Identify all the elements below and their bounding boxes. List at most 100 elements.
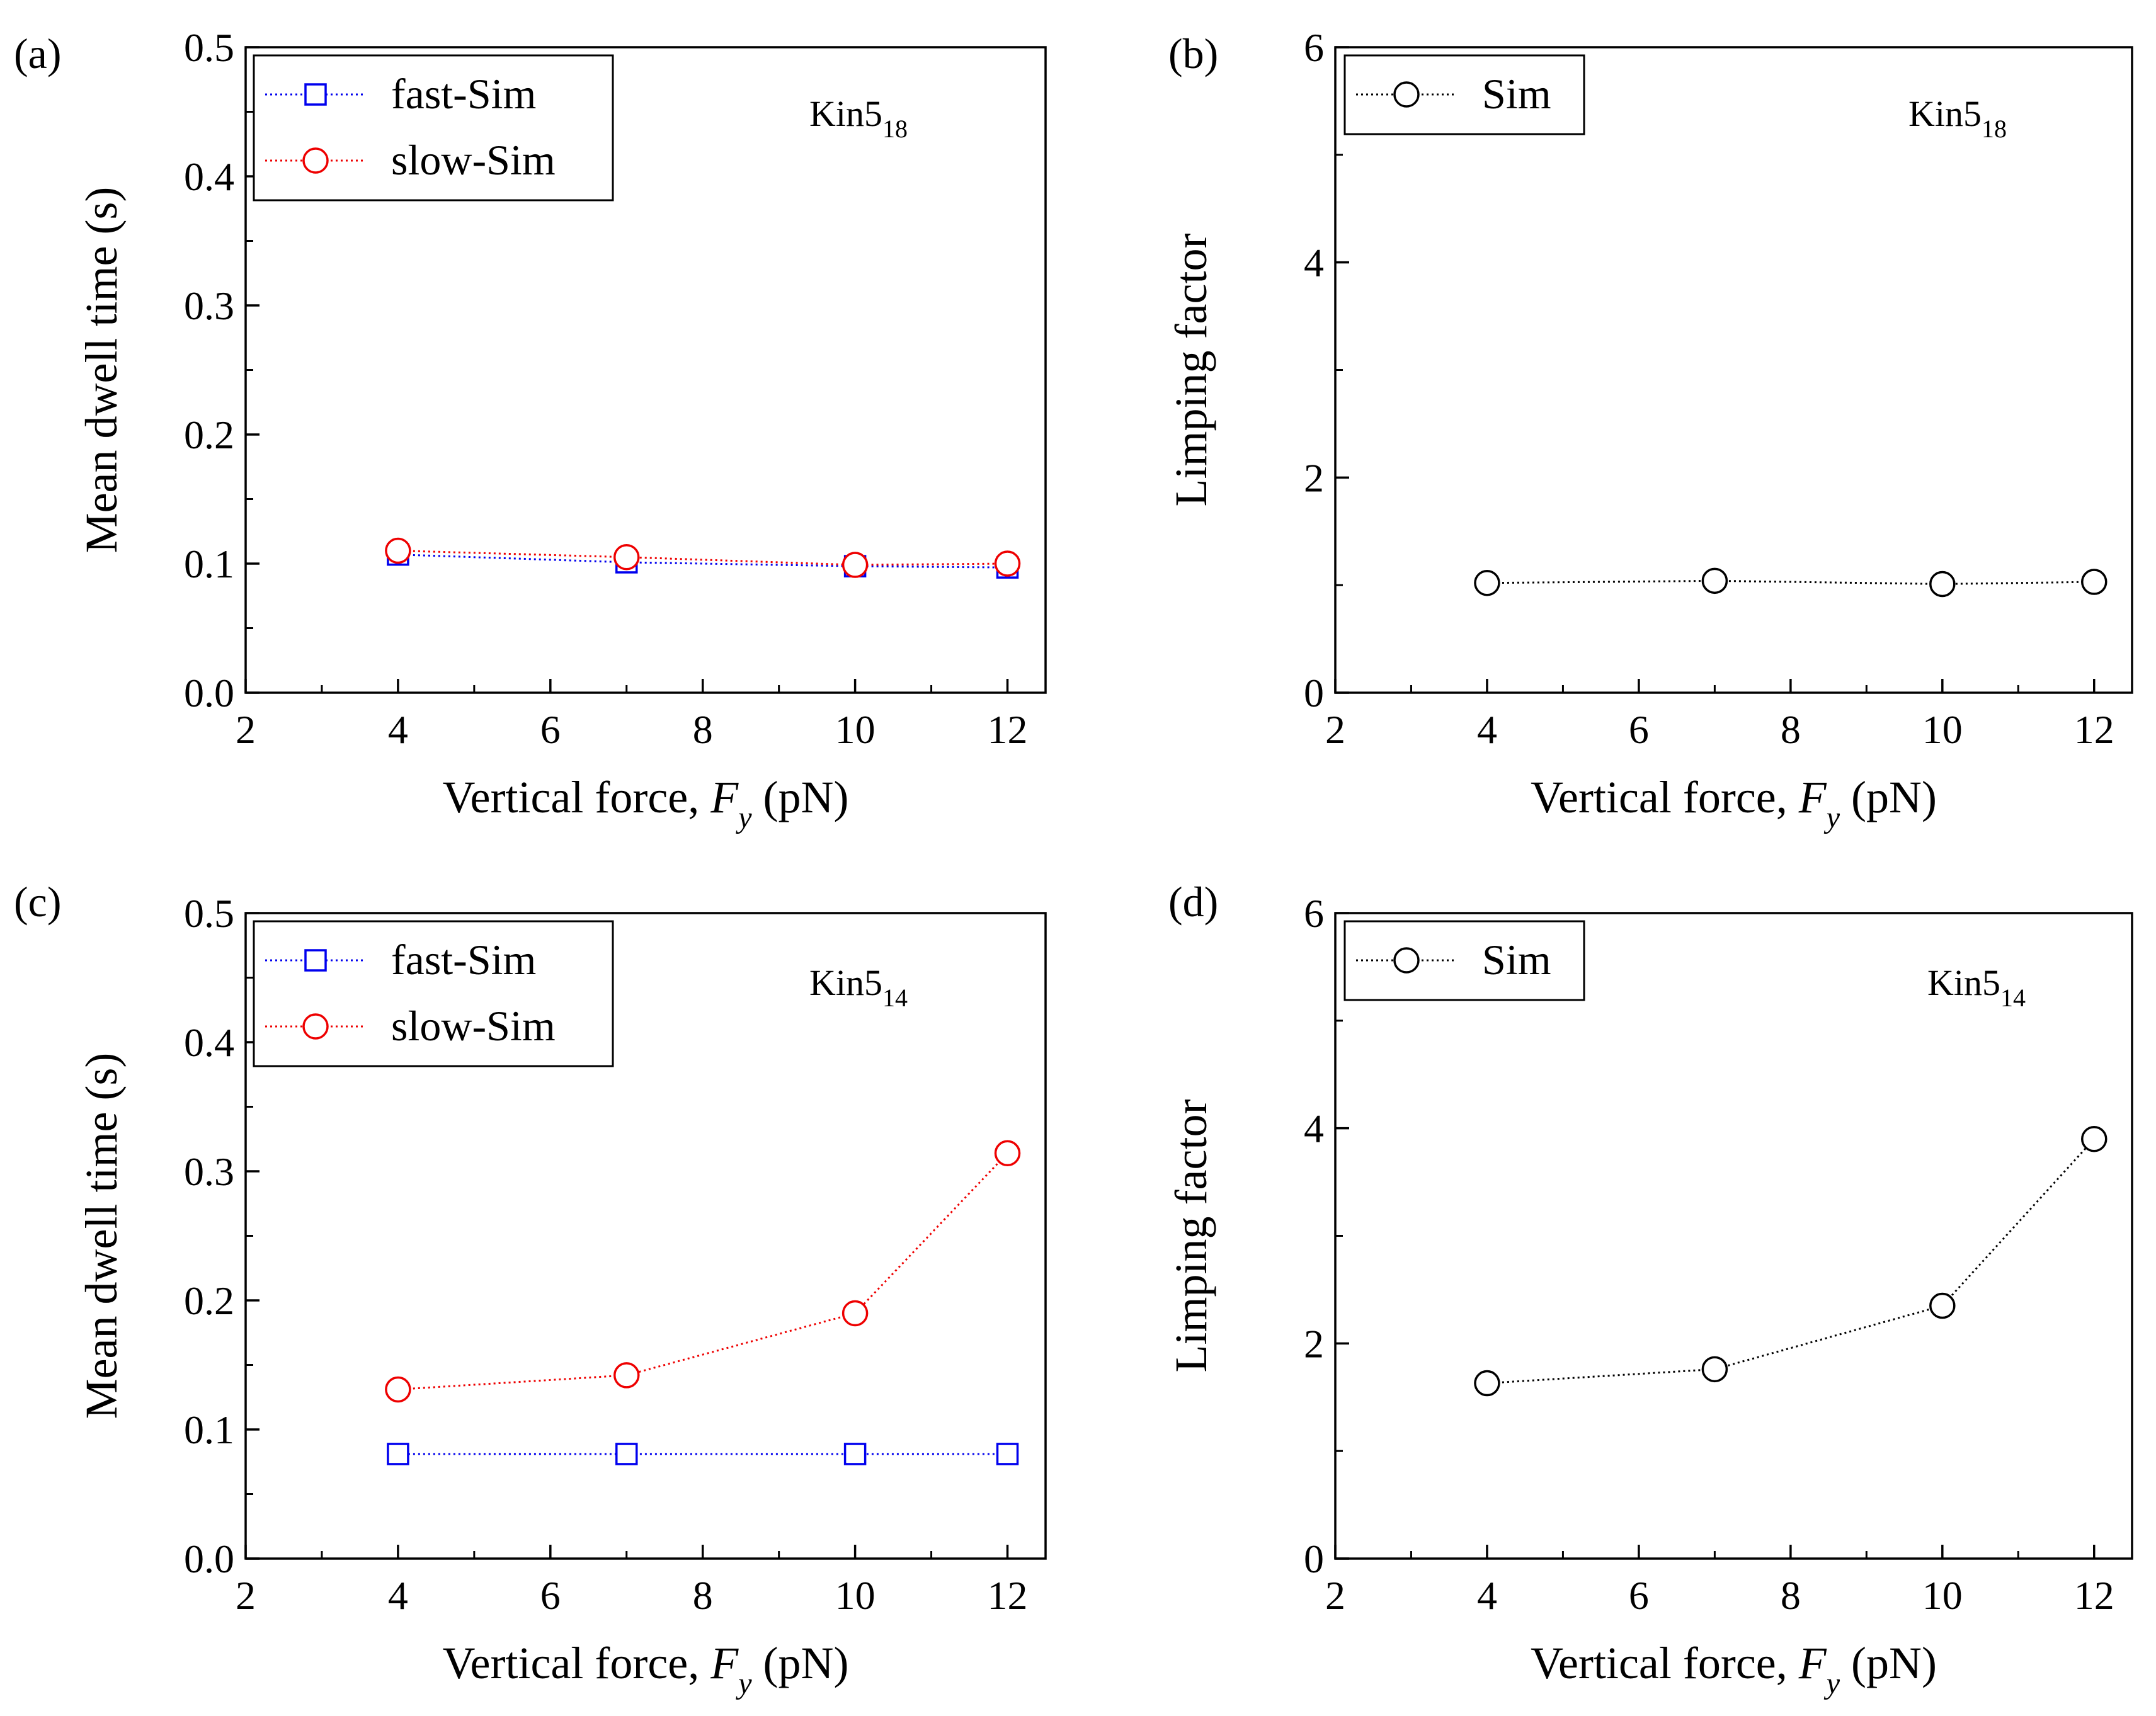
panel-a-legend-box bbox=[253, 54, 614, 202]
panel-d-tag: (d) bbox=[1168, 878, 1218, 926]
panel-c-x-axis-title: Vertical force, Fy (pN) bbox=[443, 1638, 849, 1700]
panel-c-legend-slow-sim-label: slow-Sim bbox=[391, 1002, 556, 1050]
panel-c-series-slow-sim-point bbox=[841, 1300, 869, 1327]
panel-c-annotation-base: Kin5 bbox=[809, 962, 882, 1003]
panel-d-x-tick-label: 12 bbox=[2074, 1573, 2114, 1618]
panel-d-x-title-post: (pN) bbox=[1840, 1638, 1937, 1688]
panel-a-annotation: Kin518 bbox=[809, 93, 908, 143]
panel-c-series-slow-sim-point bbox=[385, 1376, 411, 1403]
panel-c-y-tick-label: 0.4 bbox=[184, 1020, 234, 1065]
panel-c-y-tick-label: 0.0 bbox=[184, 1537, 234, 1581]
panel-a-tag: (a) bbox=[14, 30, 61, 77]
panel-d-y-tick-label: 2 bbox=[1304, 1321, 1324, 1366]
panel-c-annotation: Kin514 bbox=[809, 962, 908, 1012]
panel-a-annotation-base: Kin5 bbox=[809, 93, 882, 134]
panel-b-tag: (b) bbox=[1168, 30, 1218, 77]
panel-c-y-tick-label: 0.2 bbox=[184, 1278, 234, 1323]
panel-c-tag: (c) bbox=[14, 878, 61, 926]
panel-c-x-title-pre: Vertical force, bbox=[443, 1638, 711, 1688]
panel-d-x-tick-label: 10 bbox=[1922, 1573, 1963, 1618]
panel-c-y-tick-label: 0.3 bbox=[184, 1149, 234, 1194]
panel-b-x-axis-title: Vertical force, Fy (pN) bbox=[1531, 772, 1937, 834]
panel-a-x-title-sub: y bbox=[735, 801, 752, 834]
panel-d-x-tick-label: 2 bbox=[1325, 1573, 1345, 1618]
panel-c-x-title-var: F bbox=[710, 1638, 739, 1688]
panel-a-y-axis-title: Mean dwell time (s) bbox=[76, 187, 127, 554]
panel-d-series-sim-point bbox=[1929, 1292, 1956, 1319]
panel-b-legend-sim-marker bbox=[1393, 81, 1420, 108]
panel-b-y-axis-title: Limping factor bbox=[1166, 234, 1216, 507]
panel-d-x-axis-title: Vertical force, Fy (pN) bbox=[1531, 1638, 1937, 1700]
panel-c-legend-box bbox=[253, 920, 614, 1067]
panel-a-x-tick-label: 4 bbox=[388, 707, 408, 752]
panel-b-series-sim-point bbox=[1474, 570, 1500, 596]
panel-b-legend-box bbox=[1343, 54, 1585, 135]
panel-d-annotation: Kin514 bbox=[1927, 962, 2026, 1012]
panel-d-series-sim-line bbox=[1486, 1138, 2095, 1385]
panel-c-x-tick-label: 4 bbox=[388, 1573, 408, 1618]
panel-c-series-slow-sim-point bbox=[994, 1140, 1021, 1167]
panel-c-series-slow-sim-point bbox=[613, 1362, 640, 1389]
panel-d-y-tick-label: 0 bbox=[1304, 1537, 1324, 1581]
panel-a-x-tick-label: 10 bbox=[835, 707, 876, 752]
panel-a-y-tick-label: 0.4 bbox=[184, 154, 234, 199]
panel-d-y-tick-label: 6 bbox=[1304, 891, 1324, 936]
panel-a-series-slow-sim-point bbox=[613, 544, 640, 571]
panel-a-x-tick-label: 8 bbox=[693, 707, 713, 752]
panel-d-series-sim-point bbox=[1474, 1370, 1500, 1397]
panel-a-y-tick-label: 0.0 bbox=[184, 671, 234, 715]
panel-b-x-title-sub: y bbox=[1823, 801, 1840, 834]
panel-a-y-tick-label: 0.2 bbox=[184, 412, 234, 457]
panel-d-legend-sim-label: Sim bbox=[1482, 936, 1551, 984]
panel-d-x-title-sub: y bbox=[1823, 1667, 1840, 1700]
panel-c: (c) 2 4 6 8 10 12 0.0 0.1 0.2 0.3 0.4 0.5 Vertical fo… bbox=[14, 878, 1047, 1700]
panel-c-legend-fast-sim-label: fast-Sim bbox=[391, 936, 536, 984]
panel-c-x-title-sub: y bbox=[735, 1667, 752, 1700]
panel-b-x-tick-label: 12 bbox=[2074, 707, 2114, 752]
panel-b-x-title-var: F bbox=[1798, 772, 1827, 822]
panel-b-annotation-sub: 18 bbox=[1982, 115, 2007, 143]
panel-a-series-fast-sim-line bbox=[397, 554, 1008, 569]
panel-b-annotation-base: Kin5 bbox=[1908, 93, 1982, 134]
panel-c-series-slow-sim-line bbox=[397, 1152, 1008, 1390]
panel-c-x-tick-label: 6 bbox=[540, 1573, 561, 1618]
panel-b-y-tick-label: 4 bbox=[1304, 241, 1324, 285]
panel-d-annotation-base: Kin5 bbox=[1927, 962, 2000, 1003]
panel-d-series-sim-point bbox=[2081, 1126, 2108, 1152]
panel-b-series-sim-point bbox=[2081, 569, 2108, 595]
panel-b-series-sim-point bbox=[1929, 571, 1956, 598]
panel-c-series-fast-sim-point bbox=[615, 1443, 638, 1465]
panel-c-x-title-post: (pN) bbox=[752, 1638, 849, 1688]
panel-b-series-sim-line bbox=[1486, 579, 2094, 585]
panel-a-legend-slow-sim-label: slow-Sim bbox=[391, 136, 556, 184]
panel-c-y-tick-label: 0.1 bbox=[184, 1407, 234, 1452]
panel-a-series-slow-sim-point bbox=[385, 537, 411, 564]
panel-c-annotation-sub: 14 bbox=[882, 984, 908, 1012]
panel-d-series-sim-point bbox=[1701, 1356, 1728, 1383]
panel-c-series-fast-sim-point bbox=[843, 1443, 867, 1465]
panel-c-y-tick-label: 0.5 bbox=[184, 891, 234, 936]
panel-a-legend-slow-sim-marker bbox=[302, 147, 329, 174]
panel-b-y-tick-label: 0 bbox=[1304, 671, 1324, 715]
panel-a-y-tick-label: 0.5 bbox=[184, 25, 234, 70]
panel-c-series-fast-sim-point bbox=[387, 1443, 409, 1465]
panel-a-series-slow-sim-point bbox=[994, 550, 1021, 577]
panel-b-series-sim-point bbox=[1701, 567, 1728, 594]
panel-d-x-title-pre: Vertical force, bbox=[1531, 1638, 1799, 1688]
panel-d-x-tick-label: 6 bbox=[1629, 1573, 1649, 1618]
panel-d-legend-sim-marker bbox=[1393, 947, 1420, 974]
panel-a-x-title-pre: Vertical force, bbox=[443, 772, 711, 822]
panel-c-x-tick-label: 10 bbox=[835, 1573, 876, 1618]
panel-a-y-tick-label: 0.3 bbox=[184, 283, 234, 328]
panel-c-x-tick-label: 2 bbox=[236, 1573, 256, 1618]
panel-c-x-tick-label: 12 bbox=[988, 1573, 1028, 1618]
panel-b-annotation: Kin518 bbox=[1908, 93, 2007, 143]
panel-b-y-tick-label: 2 bbox=[1304, 455, 1324, 500]
panel-d-x-tick-label: 4 bbox=[1477, 1573, 1497, 1618]
panel-a-y-tick-label: 0.1 bbox=[184, 542, 234, 586]
panel-a: (a) 2 4 6 8 10 12 0.0 0.1 0.2 0.3 0.4 0.5 Vertical fo… bbox=[14, 25, 1047, 834]
panel-b-y-tick-label: 6 bbox=[1304, 25, 1324, 70]
panel-c-x-tick-label: 8 bbox=[693, 1573, 713, 1618]
panel-c-legend-fast-sim-marker bbox=[304, 949, 327, 972]
